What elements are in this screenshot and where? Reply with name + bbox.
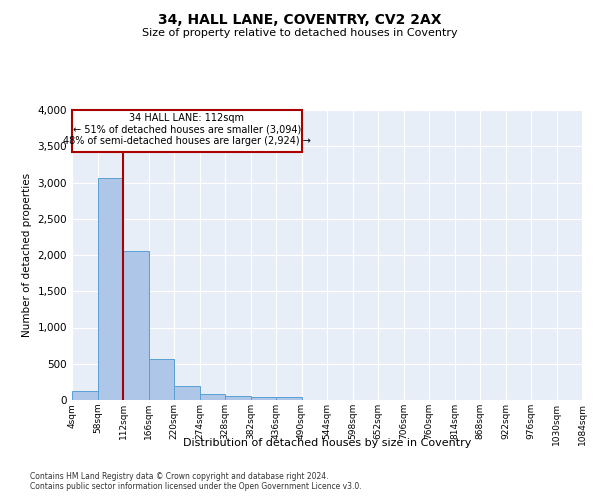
Text: 34 HALL LANE: 112sqm: 34 HALL LANE: 112sqm: [129, 113, 244, 123]
Text: Size of property relative to detached houses in Coventry: Size of property relative to detached ho…: [142, 28, 458, 38]
Bar: [225, 396, 251, 400]
Bar: [276, 397, 302, 400]
Text: 34, HALL LANE, COVENTRY, CV2 2AX: 34, HALL LANE, COVENTRY, CV2 2AX: [158, 12, 442, 26]
Y-axis label: Number of detached properties: Number of detached properties: [22, 173, 32, 337]
Text: Distribution of detached houses by size in Coventry: Distribution of detached houses by size …: [183, 438, 471, 448]
FancyBboxPatch shape: [72, 110, 302, 152]
Bar: [149, 360, 174, 400]
Bar: [97, 178, 123, 400]
Text: Contains public sector information licensed under the Open Government Licence v3: Contains public sector information licen…: [30, 482, 362, 491]
Bar: [251, 397, 276, 400]
Bar: [174, 386, 199, 400]
Bar: [200, 394, 225, 400]
Text: 48% of semi-detached houses are larger (2,924) →: 48% of semi-detached houses are larger (…: [63, 136, 311, 146]
Bar: [72, 390, 97, 400]
Text: Contains HM Land Registry data © Crown copyright and database right 2024.: Contains HM Land Registry data © Crown c…: [30, 472, 329, 481]
Bar: [123, 250, 149, 400]
Text: ← 51% of detached houses are smaller (3,094): ← 51% of detached houses are smaller (3,…: [73, 124, 301, 134]
